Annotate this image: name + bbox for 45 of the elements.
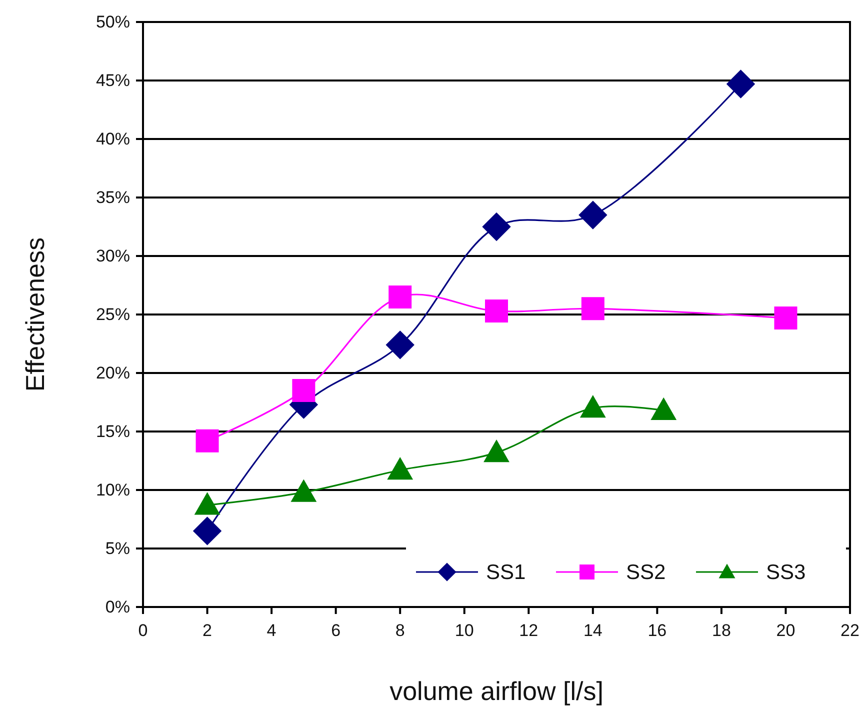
legend-label: SS2 [626,561,666,584]
y-tick-label: 50% [96,12,130,32]
x-tick-label: 12 [519,621,538,640]
y-tick-label: 45% [96,70,130,90]
y-tick-label: 5% [105,538,130,558]
x-tick-label: 14 [583,621,602,640]
y-tick-label: 20% [96,363,130,382]
x-tick-label: 8 [395,621,405,640]
point [651,398,676,420]
x-tick-label: 0 [138,621,148,640]
x-tick-label: 16 [648,621,667,640]
y-tick-label: 10% [96,480,130,500]
point [194,492,220,515]
y-tick-label: 0% [105,597,130,616]
x-tick-label: 10 [454,621,474,640]
x-tick-label: 18 [712,621,731,640]
point [578,200,608,230]
legend-label: SS3 [766,561,806,584]
y-tick-label: 15% [96,422,130,441]
point [484,440,510,462]
point [774,306,798,330]
point [292,379,316,402]
x-tick-label: 4 [266,621,276,640]
point [386,330,414,360]
y-tick-label: 30% [96,246,130,266]
point [387,458,413,480]
x-tick-label: 20 [776,621,796,640]
y-axis-title: Effectiveness [20,237,50,392]
x-tick-label: 2 [202,621,212,640]
point [291,480,316,502]
point [726,70,755,98]
point [580,396,606,418]
x-tick-label: 6 [331,621,341,640]
x-axis-title: volume airflow [l/s] [390,676,604,706]
y-tick-label: 40% [96,129,130,148]
y-tick-label: 35% [96,188,130,207]
x-tick-label: 22 [840,621,860,640]
point [581,297,604,320]
point [388,285,412,308]
point [485,299,508,322]
point [196,429,219,452]
y-tick-label: 25% [96,304,130,324]
point [482,212,511,241]
legend-label: SS1 [486,561,526,584]
point [193,516,222,546]
